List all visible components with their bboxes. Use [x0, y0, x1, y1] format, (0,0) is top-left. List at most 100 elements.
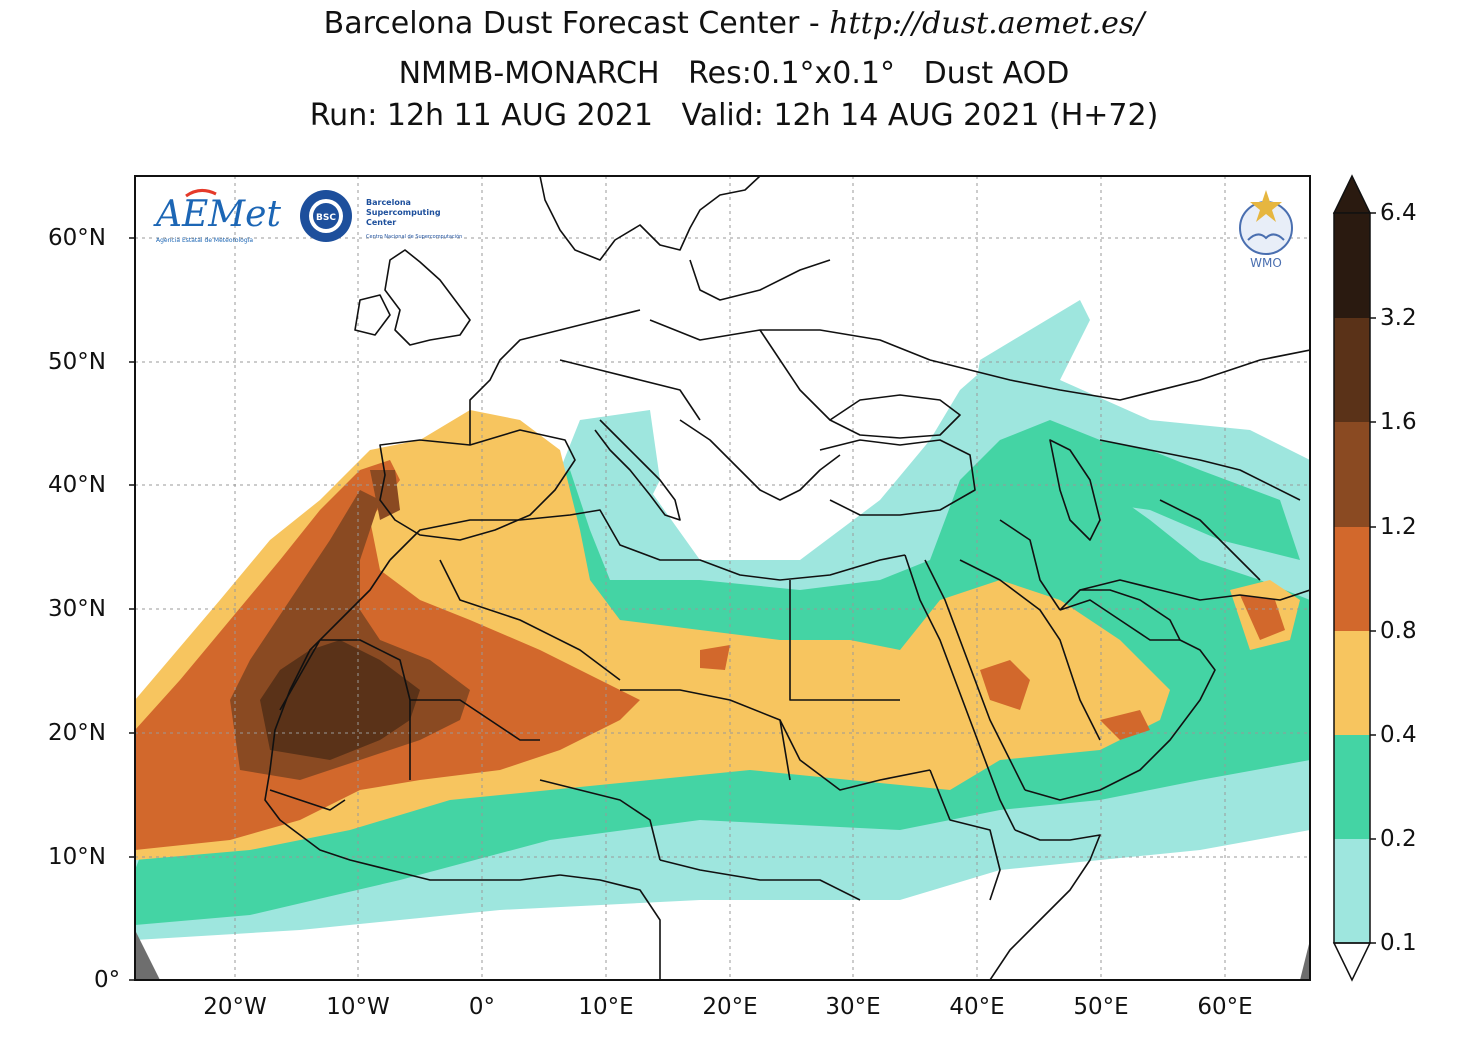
coast-iberia [379, 429, 576, 541]
lat-label-10n: 10°N [48, 844, 106, 870]
aod-band-0-8-oman [1240, 595, 1285, 640]
wmo-logo: WMO [1239, 190, 1293, 270]
coast-british-isles [384, 249, 471, 346]
border-afghanistan [1159, 499, 1261, 581]
lon-label-60e: 60°E [1197, 994, 1253, 1020]
aod-band-0-8-arabia [980, 660, 1030, 710]
coast-red-sea-east [924, 559, 1026, 791]
graticule [135, 176, 1310, 980]
border-western-sahara [279, 639, 321, 711]
lat-label-50n: 50°N [48, 349, 106, 375]
lon-label-30e: 30°E [825, 994, 881, 1020]
lon-label-40e: 40°E [949, 994, 1005, 1020]
coast-scandinavia-east [689, 259, 831, 301]
coast-arabia [1024, 589, 1216, 801]
colorbar-frame [1333, 212, 1371, 944]
coast-europe-north [539, 176, 761, 261]
colorbar-bottom-arrow [1332, 942, 1372, 982]
colorbar-label-1-6: 1.6 [1380, 409, 1417, 435]
colorbar-label-6-4: 6.4 [1380, 200, 1417, 226]
border-mali-niger [410, 699, 540, 741]
coast-iran [1079, 579, 1310, 601]
colorbar-segment-1-2-1-6 [1334, 422, 1370, 527]
border-libya-egypt [789, 580, 900, 701]
lon-label-20e: 20°E [702, 994, 758, 1020]
border-iraq-iran [999, 519, 1061, 611]
bsc-core-icon [313, 203, 339, 229]
border-nigeria [539, 779, 661, 861]
coast-persian-gulf [1059, 599, 1180, 641]
lon-label-50e: 50°E [1073, 994, 1129, 1020]
colorbar [1332, 174, 1376, 982]
border-kazakhstan [969, 349, 1310, 401]
colorbar-label-0-1: 0.1 [1380, 930, 1417, 956]
border-saudi [959, 559, 1101, 741]
coast-balkans-greece [679, 419, 841, 501]
colorbar-segment-0-8-1-2 [1334, 527, 1370, 631]
border-sudan [779, 719, 931, 791]
coast-red-sea-west [904, 554, 1016, 831]
coast-black-sea [829, 394, 961, 439]
border-ukraine [759, 329, 831, 421]
border-mauritania-mali [320, 639, 411, 780]
coast-horn-of-africa [989, 829, 1101, 980]
map-frame [134, 175, 1311, 981]
bsc-name-line-2: Supercomputing [366, 208, 441, 217]
title-url[interactable]: http://dust.aemet.es/ [829, 6, 1145, 41]
border-central-asia [1099, 439, 1301, 501]
lon-label-10e: 10°E [578, 994, 634, 1020]
bsc-name-line-3: Center [366, 218, 396, 227]
border-congo [659, 859, 861, 901]
colorbar-label-1-2: 1.2 [1380, 514, 1417, 540]
coast-gulf-of-guinea [559, 874, 661, 980]
title-line-2: NMMB-MONARCH Res:0.1°x0.1° Dust AOD [398, 56, 1070, 91]
border-niger-chad [620, 689, 791, 781]
axis-tick-marks [129, 237, 135, 981]
title-line-3: Run: 12h 11 AUG 2021 Valid: 12h 14 AUG 2… [309, 98, 1159, 133]
lon-label-0: 0° [468, 994, 496, 1020]
aod-band-0-2-caspian [1000, 420, 1300, 560]
lon-label-20w: 20°W [203, 994, 267, 1020]
no-data-corner-east [1300, 940, 1310, 980]
colorbar-segment-0-2-0-4 [1334, 735, 1370, 839]
border-algeria [439, 559, 621, 681]
coastlines-borders [264, 176, 1310, 980]
colorbar-ticks [1370, 212, 1376, 944]
title-line-1: Barcelona Dust Forecast Center - http://… [0, 4, 1468, 44]
wmo-logo-text: WMO [1250, 256, 1282, 270]
colorbar-segment-0-1-0-2 [1334, 839, 1370, 943]
bsc-badge-text: BSC [316, 213, 336, 223]
border-europe-central [559, 359, 701, 421]
lat-label-20n: 20°N [48, 720, 106, 746]
border-europe-east [649, 319, 971, 371]
map-plot-area [135, 176, 1310, 980]
colorbar-label-0-2: 0.2 [1380, 826, 1417, 852]
colorbar-label-0-4: 0.4 [1380, 722, 1417, 748]
coast-caspian [1049, 439, 1101, 541]
aemet-logo-text: AEMet [153, 194, 281, 235]
wmo-wreath-icon [1247, 233, 1285, 241]
colorbar-segment-3-2-6-4 [1334, 213, 1370, 318]
bsc-subtitle: Centro Nacional de Supercomputación [366, 233, 462, 240]
coast-north-africa [389, 509, 906, 581]
colorbar-label-0-8: 0.8 [1380, 618, 1417, 644]
wmo-star-icon [1250, 190, 1282, 222]
title-center-name: Barcelona Dust Forecast Center - [323, 6, 830, 41]
lat-label-40n: 40°N [48, 472, 106, 498]
aod-band-0-8-niger [700, 645, 730, 670]
lon-label-10w: 10°W [326, 994, 390, 1020]
colorbar-segment-1-6-3-2 [1334, 318, 1370, 422]
lat-label-60n: 60°N [48, 225, 106, 251]
colorbar-label-3-2: 3.2 [1380, 305, 1417, 331]
aod-band-1-2-iberia [370, 470, 400, 520]
colorbar-top-arrow [1332, 174, 1372, 214]
bsc-logo: BSC Barcelona Supercomputing Center Cent… [300, 190, 462, 242]
border-senegal [269, 789, 346, 811]
border-ethiopia [929, 769, 1001, 901]
coast-italy [594, 419, 681, 521]
aemet-logo: AEMet Agencia Estatal de Meteorología [153, 189, 281, 244]
aemet-swoosh-icon [185, 189, 217, 198]
no-data-corner-west [135, 930, 160, 980]
lat-label-30n: 30°N [48, 596, 106, 622]
